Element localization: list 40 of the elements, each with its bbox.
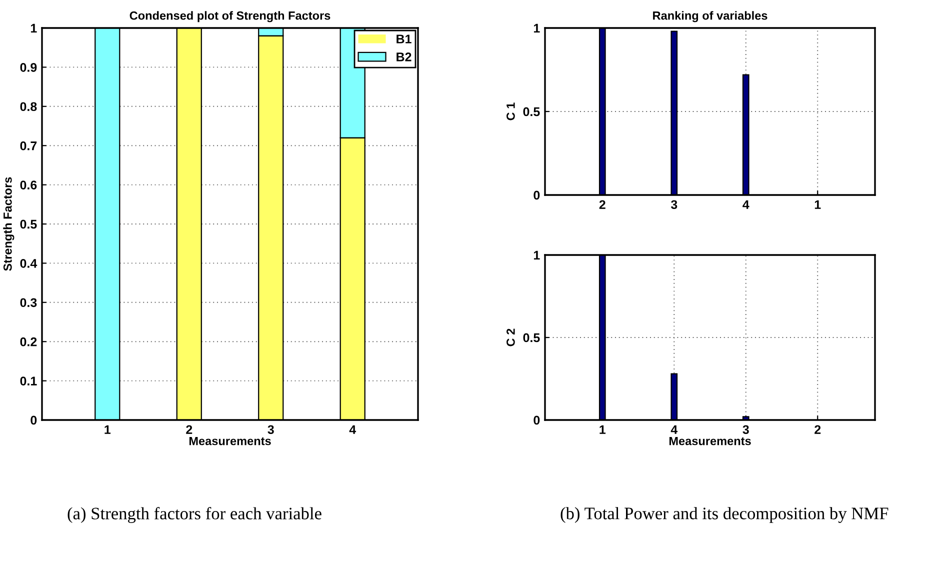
x-tick-label: 3 <box>742 425 749 434</box>
x-tick-label: 1 <box>104 425 111 434</box>
x-tick-label: 2 <box>814 425 821 434</box>
y-tick-label: 0.9 <box>20 63 37 72</box>
y-axis-title: C 1 <box>506 102 515 120</box>
y-tick-label: 0.4 <box>20 259 38 268</box>
y-tick-label: 0.1 <box>20 376 37 386</box>
text: (b) Total Power and its decomposition by NMF <box>560 507 888 523</box>
y-tick-label: 1 <box>30 24 37 33</box>
y-tick-label: 0 <box>534 190 540 200</box>
y-tick-label: 0.8 <box>20 102 37 112</box>
x-tick-label: 3 <box>268 425 274 434</box>
y-tick-label: 0.5 <box>20 220 37 229</box>
y-tick-label: 1 <box>534 24 540 33</box>
x-axis-title: Measurements <box>189 436 271 446</box>
y-tick-label: 0.2 <box>20 337 37 346</box>
x-tick-label: 2 <box>599 200 606 209</box>
legend-label: B2 <box>396 52 412 62</box>
chart-title: Condensed plot of Strength Factors <box>130 11 330 22</box>
x-tick-label: 2 <box>186 425 192 434</box>
y-axis-title: Strength Factors <box>3 177 14 271</box>
y-tick-label: 0.5 <box>523 107 540 116</box>
x-tick-label: 1 <box>814 200 821 209</box>
x-tick-label: 4 <box>670 425 678 434</box>
y-tick-label: 0.6 <box>20 180 37 190</box>
y-tick-label: 0.7 <box>20 141 37 150</box>
y-tick-label: 0 <box>30 416 37 425</box>
x-tick-label: 1 <box>600 425 606 434</box>
y-tick-label: 1 <box>534 250 540 260</box>
y-tick-label: 0 <box>534 416 540 425</box>
y-axis-title: C 2 <box>506 328 515 346</box>
x-tick-label: 4 <box>349 425 356 434</box>
text: (a) Strength factors for each variable <box>68 507 322 523</box>
legend-label: B1 <box>396 34 412 44</box>
x-tick-label: 3 <box>670 200 678 210</box>
x-tick-label: 4 <box>742 200 750 209</box>
x-axis-title: Measurements <box>669 436 751 446</box>
y-tick-label: 0.5 <box>523 333 540 342</box>
chart-title: Ranking of variables <box>653 11 768 22</box>
y-tick-label: 0.3 <box>20 298 37 308</box>
